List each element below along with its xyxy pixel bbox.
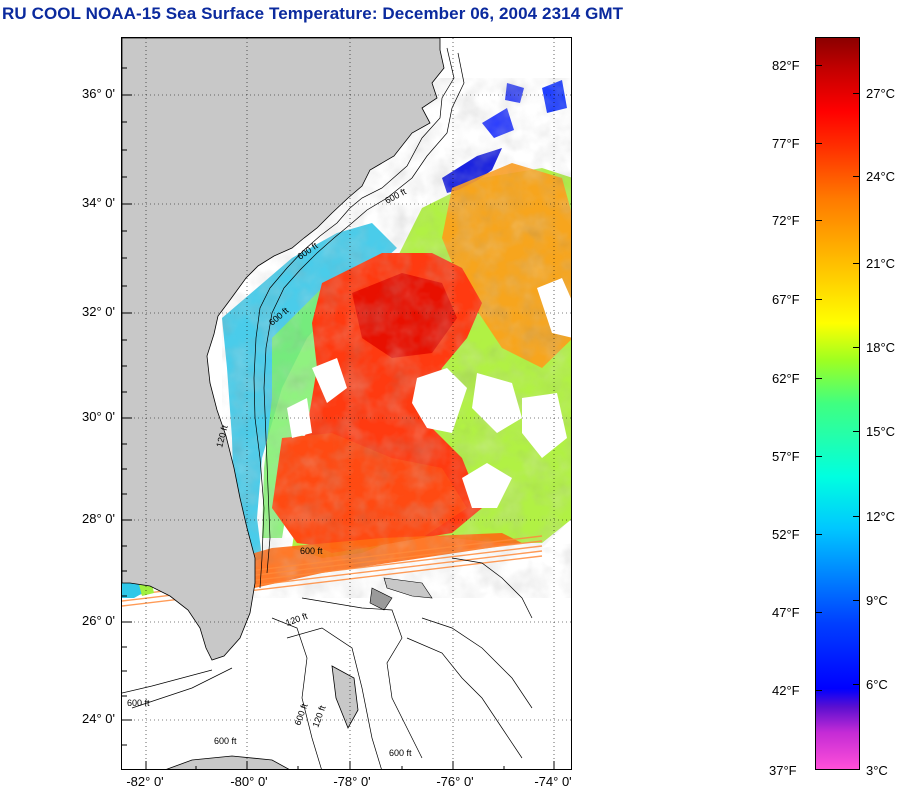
lat-label-34: 34° 0': [82, 195, 115, 210]
cb-label-c: 18°C: [866, 340, 896, 355]
cb-tick: [853, 93, 860, 94]
lat-label-26: 26° 0': [82, 613, 115, 628]
land-bahamas-2: [369, 587, 393, 611]
isobath-label: 600 ft: [389, 748, 412, 758]
cb-label-f: 67°F: [772, 292, 800, 307]
cb-tick: [853, 516, 860, 517]
page-title: RU COOL NOAA-15 Sea Surface Temperature:…: [2, 4, 624, 23]
cloud-gap-5: [287, 398, 312, 438]
cb-tick: [815, 690, 822, 691]
cb-label-f: 62°F: [772, 371, 800, 386]
cb-label-f: 42°F: [772, 683, 800, 698]
lat-label-36: 36° 0': [82, 86, 115, 101]
cb-tick: [815, 534, 822, 535]
cloud-gap-1: [412, 368, 467, 433]
cloud-gap-7: [462, 463, 512, 508]
cb-label-c: 15°C: [866, 424, 896, 439]
map-svg: 600 ft 600 ft 120 ft 600 ft 600 ft 120 f…: [122, 38, 571, 769]
cb-label-f: 82°F: [772, 58, 800, 73]
cb-tick: [853, 600, 860, 601]
cb-label-f: 37°F: [769, 763, 797, 778]
cb-label-f: 72°F: [772, 213, 800, 228]
lon-label-78: -78° 0': [333, 774, 371, 789]
cb-tick: [815, 456, 822, 457]
cb-tick: [853, 347, 860, 348]
cloud-gap-3: [522, 393, 567, 458]
lon-label-80: -80° 0': [230, 774, 268, 789]
land-us-coast: [122, 38, 445, 661]
cb-label-c: 9°C: [866, 593, 888, 608]
cb-label-c: 24°C: [866, 169, 896, 184]
cb-tick: [853, 263, 860, 264]
temperature-colorbar: [815, 37, 860, 770]
lat-label-30: 30° 0': [82, 409, 115, 424]
cloud-gap-2: [472, 373, 522, 433]
lat-label-28: 28° 0': [82, 511, 115, 526]
cb-tick: [815, 299, 822, 300]
isobath-label: 600 ft: [292, 702, 309, 727]
cloud-gap-6: [537, 278, 571, 338]
cb-tick: [815, 143, 822, 144]
no-data-east: [542, 519, 571, 548]
land-bahamas-1: [331, 665, 359, 729]
lon-label-82: -82° 0': [126, 774, 164, 789]
cb-tick: [853, 431, 860, 432]
isobath-label: 120 ft: [310, 704, 327, 729]
isobath-label: 600 ft: [127, 698, 150, 708]
cb-label-c: 27°C: [866, 86, 896, 101]
cb-tick: [815, 220, 822, 221]
lat-label-24: 24° 0': [82, 711, 115, 726]
cb-label-c: 3°C: [866, 763, 888, 778]
cloud-gap-4: [312, 358, 347, 403]
cb-label-f: 47°F: [772, 605, 800, 620]
cb-label-f: 77°F: [772, 136, 800, 151]
cb-label-f: 57°F: [772, 449, 800, 464]
land-bahamas-3: [383, 577, 433, 599]
land-cuba: [166, 755, 290, 769]
isobath-contours: [122, 47, 533, 769]
cb-label-c: 21°C: [866, 256, 896, 271]
cb-tick: [815, 378, 822, 379]
isobath-label: 600 ft: [214, 736, 237, 746]
cb-tick: [853, 176, 860, 177]
lon-label-74: -74° 0': [534, 774, 572, 789]
isobath-label: 600 ft: [300, 546, 323, 556]
isobath-label: 120 ft: [284, 611, 309, 628]
cb-tick: [815, 612, 822, 613]
sst-map: 600 ft 600 ft 120 ft 600 ft 600 ft 120 f…: [121, 37, 572, 770]
frame-ticks: [122, 67, 555, 769]
lon-label-76: -76° 0': [436, 774, 474, 789]
cb-label-c: 12°C: [866, 509, 896, 524]
cb-label-c: 6°C: [866, 677, 888, 692]
cb-label-f: 52°F: [772, 527, 800, 542]
cb-tick: [853, 684, 860, 685]
lat-label-32: 32° 0': [82, 304, 115, 319]
cb-tick: [815, 65, 822, 66]
